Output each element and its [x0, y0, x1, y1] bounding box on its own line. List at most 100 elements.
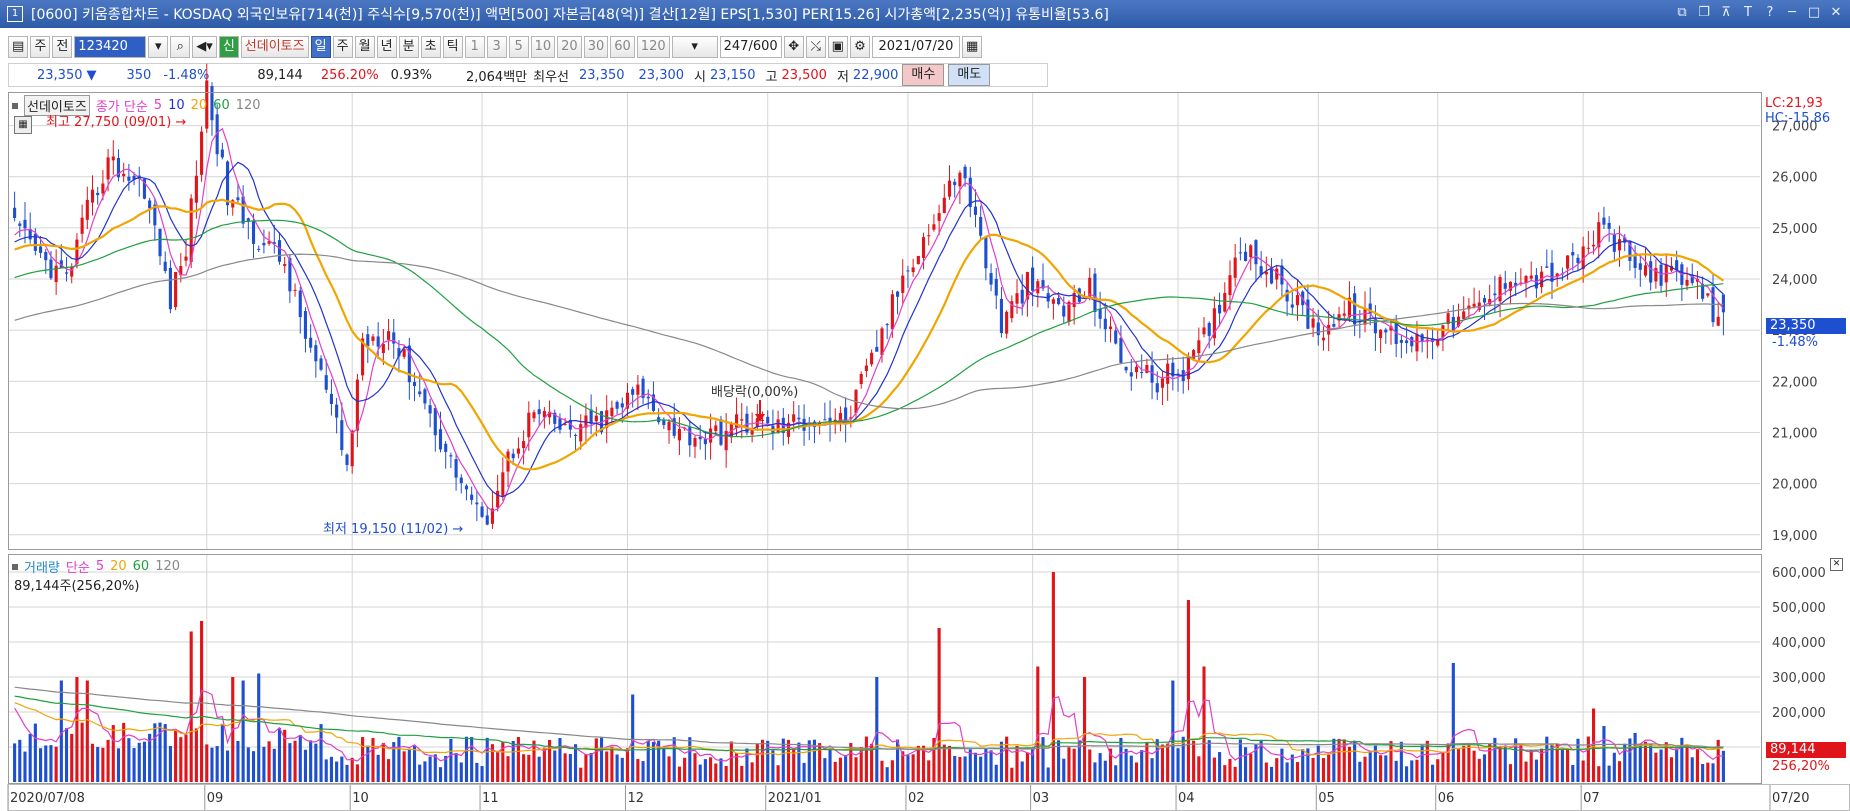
open-price: 23,150	[709, 67, 756, 83]
period-type-select[interactable]: 주	[30, 36, 51, 58]
buy-button[interactable]: 매수	[902, 64, 945, 86]
interval-120[interactable]: 120	[636, 36, 670, 58]
interval-3[interactable]: 3	[486, 36, 507, 58]
font-icon[interactable]: T	[1744, 5, 1752, 20]
interval-select[interactable]: ▾	[671, 36, 718, 58]
company-name[interactable]: 선데이토즈	[240, 36, 309, 58]
x-axis-bar	[8, 784, 1850, 811]
link-icon[interactable]: ⧉	[1677, 5, 1687, 20]
count-input[interactable]: 247/600	[719, 36, 782, 58]
calendar-icon[interactable]: ▦	[961, 36, 983, 58]
sell-button[interactable]: 매도	[948, 64, 991, 86]
volume-bar	[49, 745, 53, 782]
date-input[interactable]: 2021/07/20	[871, 36, 960, 58]
restore-icon[interactable]: ❐	[1698, 5, 1710, 20]
interval-1[interactable]: 1	[464, 36, 485, 58]
save-icon[interactable]: ▣	[827, 36, 848, 58]
range-type-select[interactable]: 전	[52, 36, 73, 58]
candle-body	[1062, 305, 1066, 317]
volume-bar	[1721, 750, 1725, 782]
candle-body	[714, 425, 718, 432]
stock-code-input[interactable]: 123420	[74, 36, 147, 58]
interval-20[interactable]: 20	[557, 36, 582, 58]
interval-10[interactable]: 10	[530, 36, 556, 58]
price-tick-label: 27,000	[1772, 120, 1818, 135]
volume-bar	[1254, 744, 1258, 782]
volume-bar	[709, 757, 713, 782]
tab-period-day[interactable]: 일	[310, 36, 331, 58]
tab-period-tick[interactable]: 틱	[442, 36, 463, 58]
candle-body	[1612, 234, 1616, 252]
candle-body	[1041, 280, 1045, 289]
candle-body	[636, 384, 640, 395]
candle-body	[44, 251, 48, 261]
candle-body	[979, 216, 983, 236]
volume-bar	[1041, 737, 1045, 782]
help-icon[interactable]: ?	[1766, 5, 1774, 20]
candle-body	[402, 349, 406, 357]
candle-body	[1295, 295, 1300, 306]
tab-period-minute[interactable]: 분	[398, 36, 419, 58]
candle-body	[641, 378, 645, 398]
grid-toggle-icon[interactable]: ▦	[14, 116, 32, 134]
tab-period-month[interactable]: 월	[354, 36, 375, 58]
volume-bar	[464, 736, 469, 782]
candle-body	[184, 256, 188, 261]
volume-bar	[1410, 760, 1414, 782]
pin-icon[interactable]: ⊼	[1721, 5, 1731, 20]
sound-icon[interactable]: ◀▾	[192, 36, 217, 58]
volume-bar	[1264, 762, 1268, 782]
candle-body	[490, 508, 494, 524]
volume-legend-name[interactable]: 거래량	[24, 561, 60, 576]
candle-body	[1316, 322, 1320, 336]
candle-body	[1633, 256, 1637, 268]
candle-body	[1228, 275, 1232, 296]
volume-bar	[1197, 756, 1201, 782]
chevron-down-icon[interactable]: ▾	[148, 36, 169, 58]
candle-body	[1290, 304, 1294, 308]
volume-bar	[1399, 741, 1403, 782]
layout-icon[interactable]: ▤	[8, 36, 29, 58]
volume-bar	[1456, 749, 1461, 782]
volume-bar	[1711, 763, 1715, 782]
candle-body	[818, 422, 822, 426]
volume-bar	[1353, 740, 1357, 782]
candle-body	[724, 430, 728, 451]
tab-period-year[interactable]: 년	[376, 36, 397, 58]
tab-period-second[interactable]: 초	[420, 36, 441, 58]
volume-bar	[516, 736, 520, 782]
interval-30[interactable]: 30	[583, 36, 609, 58]
close-icon[interactable]: ✕	[1830, 5, 1842, 20]
volume-bar	[1430, 764, 1435, 782]
volume-bar	[1488, 743, 1492, 782]
volume-bar	[548, 739, 552, 782]
candle-body	[1617, 239, 1622, 251]
volume-bar	[1368, 750, 1372, 782]
candle-body	[387, 331, 391, 340]
volume-bar	[1508, 764, 1513, 782]
volume-bar	[324, 759, 328, 782]
title-bar: 1 [0600] 키움종합차트 - KOSDAQ 외국인보유[714(천)] 주…	[0, 0, 1850, 28]
crosshair-icon[interactable]: ✥	[783, 36, 804, 58]
legend-company[interactable]: 선데이토즈	[24, 95, 90, 116]
interval-60[interactable]: 60	[610, 36, 635, 58]
maximize-icon[interactable]: □	[1807, 5, 1821, 20]
window-number[interactable]: 1	[7, 6, 23, 22]
interval-5[interactable]: 5	[508, 36, 529, 58]
volume-axis: 100,000200,000300,000400,000500,000600,0…	[1772, 566, 1826, 756]
line-tool-icon[interactable]: ⤯	[805, 36, 826, 58]
gear-icon[interactable]: ⚙	[849, 36, 870, 58]
candle-body	[1259, 266, 1263, 275]
tab-period-week[interactable]: 주	[332, 36, 353, 58]
candle-body	[267, 241, 271, 244]
minimize-icon[interactable]: ─	[1788, 5, 1796, 20]
volume-bar	[1384, 755, 1388, 782]
close-pane-icon[interactable]: ✕	[1830, 558, 1843, 571]
volume-bar	[1202, 666, 1206, 782]
candle-body	[1410, 336, 1414, 347]
search-icon[interactable]: ⌕	[170, 36, 191, 58]
candle-body	[1145, 364, 1149, 373]
volume-bar	[766, 740, 770, 782]
volume-bar	[641, 761, 645, 782]
